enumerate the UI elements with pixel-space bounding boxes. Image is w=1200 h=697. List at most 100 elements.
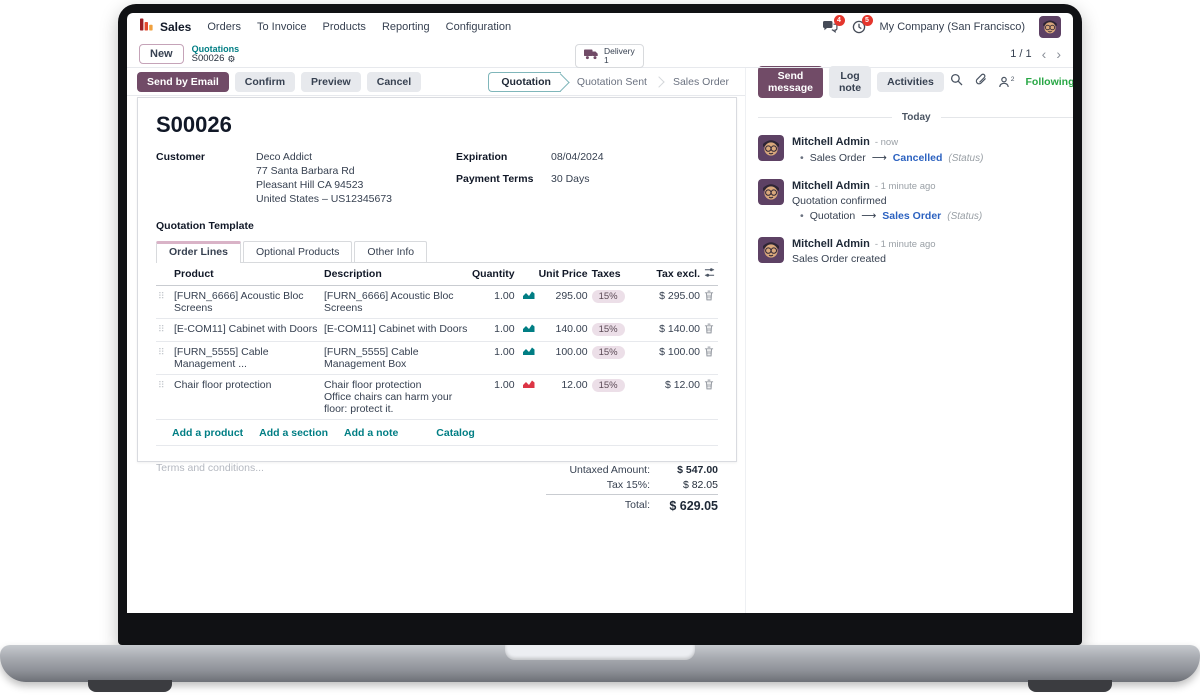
cell-unit-price[interactable]: 140.00 (536, 318, 590, 342)
preview-button[interactable]: Preview (301, 71, 361, 92)
message-author[interactable]: Mitchell Admin (792, 136, 870, 148)
message-avatar[interactable] (758, 237, 784, 263)
expiration-value[interactable]: 08/04/2024 (551, 151, 604, 163)
pager-prev-icon[interactable]: ‹ (1041, 45, 1047, 62)
col-description[interactable]: Description (322, 263, 470, 286)
menu-configuration[interactable]: Configuration (445, 20, 512, 33)
cell-product[interactable]: Chair floor protection (172, 374, 322, 420)
col-subtotal[interactable]: Tax excl. (645, 263, 702, 286)
tax-badge[interactable]: 15% (591, 323, 625, 336)
delete-row-icon[interactable] (702, 374, 718, 420)
tab-other-info[interactable]: Other Info (354, 241, 428, 262)
cancel-button[interactable]: Cancel (366, 71, 422, 92)
log-note-button[interactable]: Log note (828, 66, 872, 98)
order-lines-table: Product Description Quantity Unit Price … (156, 263, 718, 420)
activities-clock-icon[interactable]: 5 (852, 14, 873, 34)
form-pane: Send by Email Confirm Preview Cancel Quo… (127, 68, 745, 613)
confirm-button[interactable]: Confirm (234, 71, 296, 92)
message-avatar[interactable] (758, 135, 784, 161)
drag-handle-icon[interactable]: ⠿ (158, 291, 165, 301)
status-sales-order[interactable]: Sales Order (672, 75, 729, 88)
menu-to-invoice[interactable]: To Invoice (256, 20, 307, 33)
cell-description[interactable]: [FURN_5555] Cable Management Box (322, 341, 470, 375)
company-name[interactable]: My Company (San Francisco) (879, 20, 1026, 33)
cell-product[interactable]: [E-COM11] Cabinet with Doors (172, 318, 322, 342)
truck-icon (584, 47, 599, 65)
table-row[interactable]: ⠿ Chair floor protection Chair floor pro… (156, 374, 718, 420)
forecast-alert-icon[interactable] (522, 379, 535, 392)
delivery-smart-button[interactable]: Delivery 1 (575, 44, 644, 68)
col-product[interactable]: Product (172, 263, 322, 286)
tab-order-lines[interactable]: Order Lines (156, 241, 241, 263)
col-quantity[interactable]: Quantity (470, 263, 517, 286)
cell-product[interactable]: [FURN_6666] Acoustic Bloc Screens (172, 285, 322, 319)
cell-unit-price[interactable]: 100.00 (536, 341, 590, 375)
messages-icon[interactable]: 4 (822, 15, 845, 33)
breadcrumb-quotations[interactable]: Quotations (191, 43, 240, 54)
menu-orders[interactable]: Orders (207, 20, 241, 33)
terms-placeholder[interactable]: Terms and conditions... (156, 462, 264, 474)
cell-quantity[interactable]: 1.00 (470, 341, 517, 375)
add-section-link[interactable]: Add a section (259, 427, 329, 439)
delete-row-icon[interactable] (702, 341, 718, 375)
cell-unit-price[interactable]: 12.00 (536, 374, 590, 420)
cell-quantity[interactable]: 1.00 (470, 374, 517, 420)
send-by-email-button[interactable]: Send by Email (137, 71, 229, 92)
status-quotation-sent[interactable]: Quotation Sent (576, 75, 647, 88)
send-message-button[interactable]: Send message (758, 66, 823, 98)
customer-value[interactable]: Deco Addict 77 Santa Barbara Rd Pleasant… (256, 151, 393, 205)
breadcrumb-bar: New Quotations S00026 ⚙ Delivery 1 (127, 40, 1073, 68)
cell-quantity[interactable]: 1.00 (470, 318, 517, 342)
cell-subtotal: $ 100.00 (645, 341, 702, 375)
cell-description[interactable]: [E-COM11] Cabinet with Doors (322, 318, 470, 342)
user-avatar[interactable] (1039, 15, 1061, 38)
forecast-icon[interactable] (522, 323, 535, 336)
cell-product[interactable]: [FURN_5555] Cable Management ... (172, 341, 322, 375)
following-toggle[interactable]: Following (1025, 76, 1074, 88)
attachments-icon[interactable] (974, 73, 987, 91)
app-menu[interactable]: Sales (139, 17, 191, 37)
drag-handle-icon[interactable]: ⠿ (158, 347, 165, 357)
col-unit-price[interactable]: Unit Price (536, 263, 590, 286)
message-avatar[interactable] (758, 179, 784, 205)
message-author[interactable]: Mitchell Admin (792, 180, 870, 192)
message-author[interactable]: Mitchell Admin (792, 238, 870, 250)
menu-reporting[interactable]: Reporting (381, 20, 430, 33)
followers-icon[interactable]: 2 (998, 76, 1015, 88)
forecast-icon[interactable] (522, 290, 535, 303)
drag-handle-icon[interactable]: ⠿ (158, 324, 165, 334)
payment-terms-value[interactable]: 30 Days (551, 173, 590, 185)
cell-quantity[interactable]: 1.00 (470, 285, 517, 319)
delete-row-icon[interactable] (702, 318, 718, 342)
cell-description[interactable]: Chair floor protection Office chairs can… (322, 374, 470, 420)
gear-icon[interactable]: ⚙ (227, 53, 236, 64)
new-button[interactable]: New (139, 43, 184, 64)
cell-unit-price[interactable]: 295.00 (536, 285, 590, 319)
table-row[interactable]: ⠿ [FURN_5555] Cable Management ... [FURN… (156, 341, 718, 375)
tracking-new-value[interactable]: Sales Order (882, 210, 942, 222)
delete-row-icon[interactable] (702, 285, 718, 319)
activities-button[interactable]: Activities (877, 72, 944, 92)
tab-optional-products[interactable]: Optional Products (242, 241, 353, 262)
add-product-link[interactable]: Add a product (172, 427, 244, 439)
table-row[interactable]: ⠿ [E-COM11] Cabinet with Doors [E-COM11]… (156, 318, 718, 342)
tax-badge[interactable]: 15% (591, 346, 625, 359)
tax-badge[interactable]: 15% (591, 379, 625, 392)
search-messages-icon[interactable] (950, 73, 963, 91)
col-taxes[interactable]: Taxes (589, 263, 646, 286)
drag-handle-icon[interactable]: ⠿ (158, 380, 165, 390)
cell-subtotal: $ 12.00 (645, 374, 702, 420)
tracking-new-value[interactable]: Cancelled (892, 152, 943, 164)
add-note-link[interactable]: Add a note (344, 427, 399, 439)
catalog-link[interactable]: Catalog (436, 427, 475, 439)
optional-columns-icon[interactable] (702, 263, 718, 286)
tax-badge[interactable]: 15% (591, 290, 625, 303)
cell-description[interactable]: [FURN_6666] Acoustic Bloc Screens (322, 285, 470, 319)
menu-products[interactable]: Products (322, 20, 366, 33)
field-group: Customer Deco Addict 77 Santa Barbara Rd… (156, 150, 718, 206)
status-quotation[interactable]: Quotation (488, 71, 561, 92)
forecast-icon[interactable] (522, 346, 535, 359)
pager-next-icon[interactable]: › (1056, 45, 1061, 62)
table-row[interactable]: ⠿ [FURN_6666] Acoustic Bloc Screens [FUR… (156, 285, 718, 319)
